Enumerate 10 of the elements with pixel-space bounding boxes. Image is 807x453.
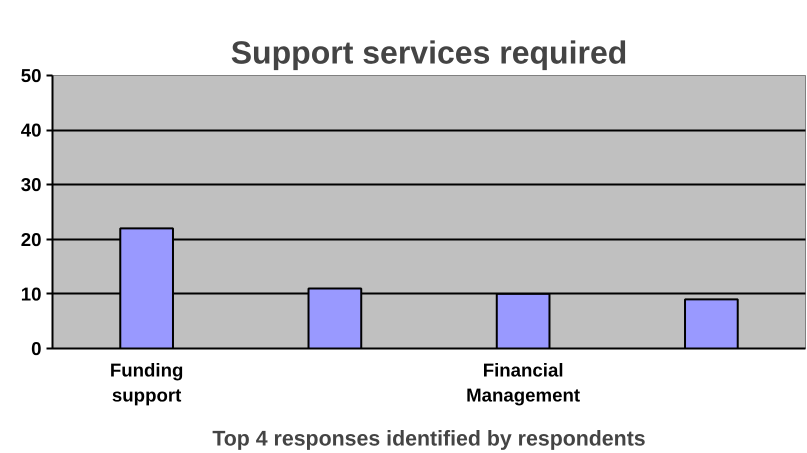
x-tick-label: Financial Management (466, 360, 580, 406)
y-tick-label: 0 (31, 338, 42, 359)
chart-title: Support services required (230, 34, 628, 70)
x-tick-label: Funding support (110, 360, 184, 406)
x-axis-title: Top 4 responses identified by respondents (212, 426, 646, 451)
y-tick-label: 10 (20, 283, 42, 304)
y-tick-label: 40 (20, 120, 42, 141)
y-tick-label: 30 (20, 174, 42, 196)
y-tick-label: 20 (20, 228, 42, 250)
y-tick-label: 50 (20, 65, 42, 86)
